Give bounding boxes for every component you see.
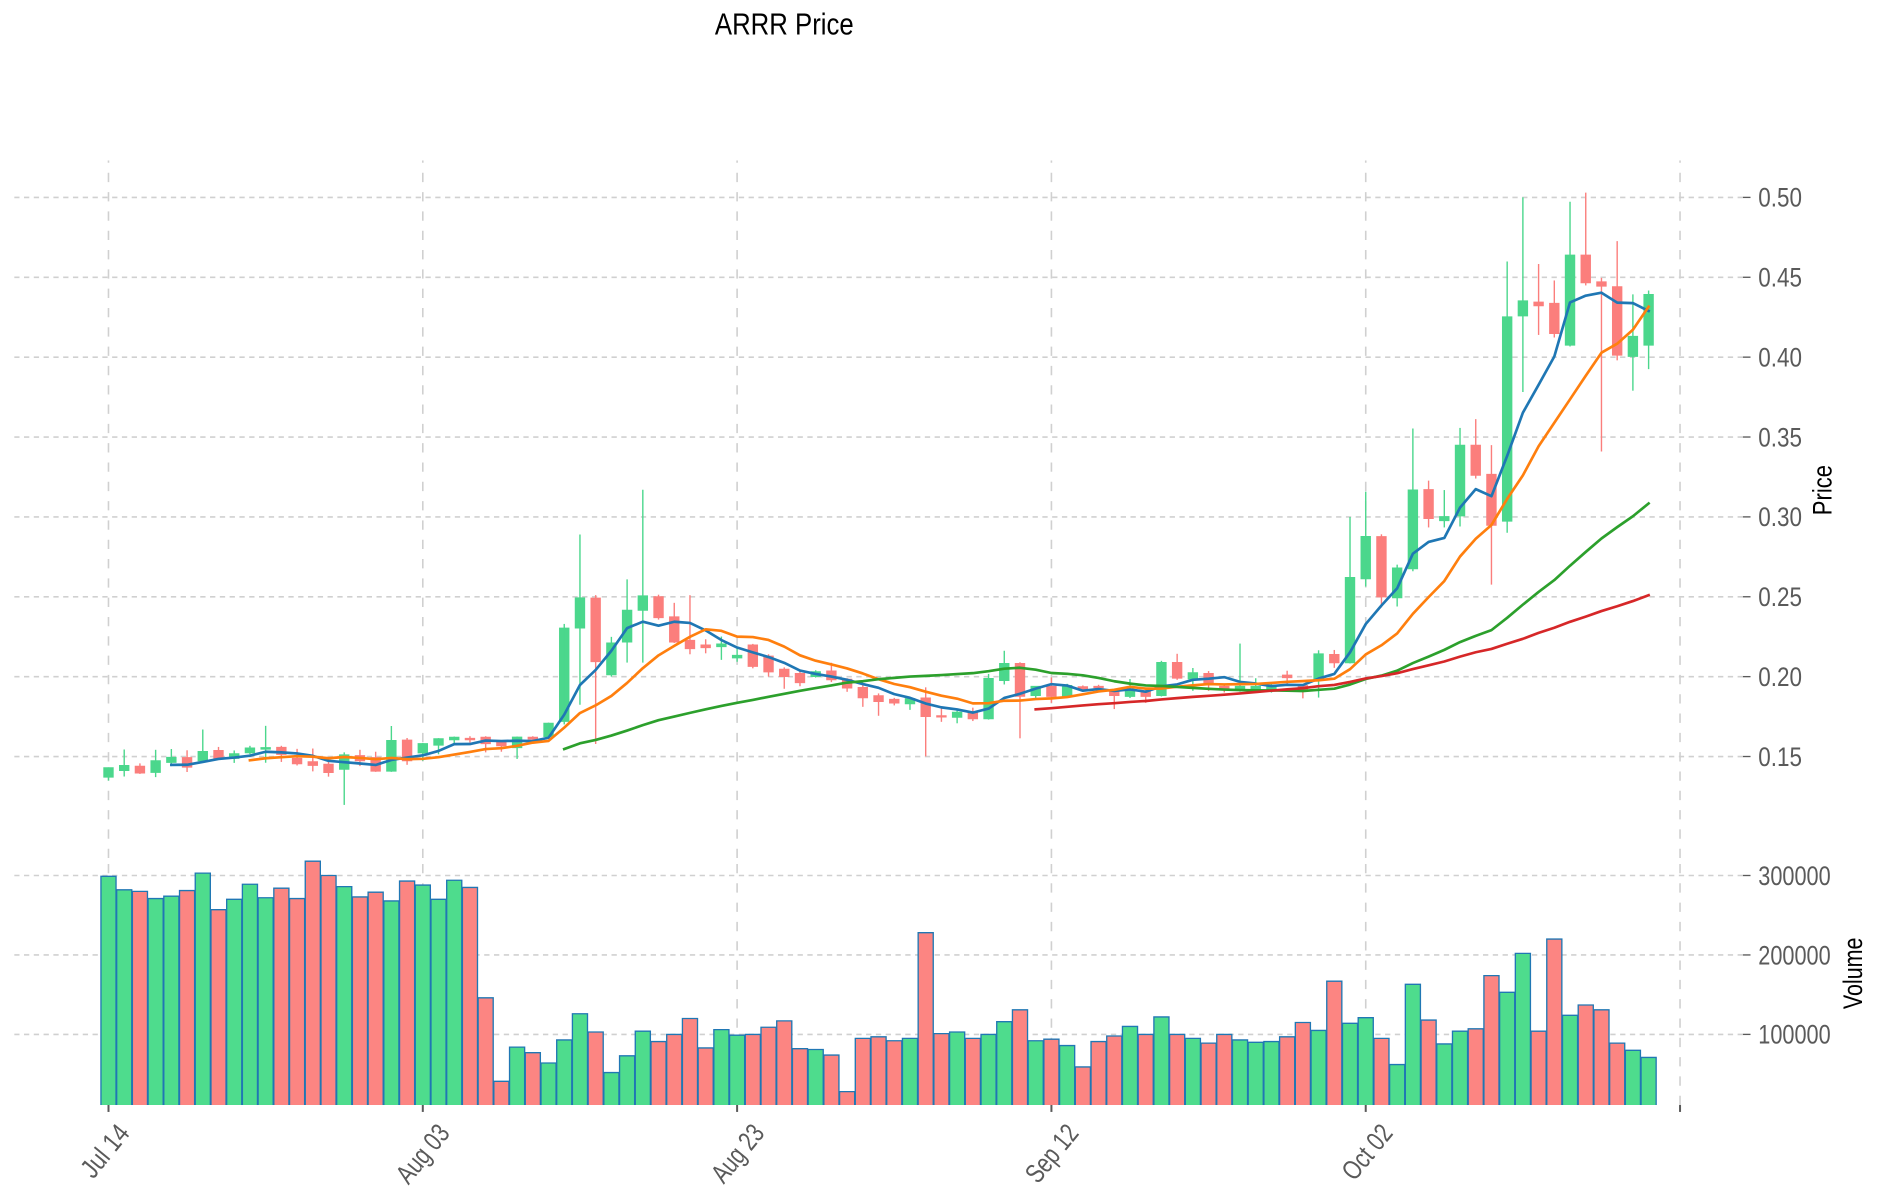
svg-text:Volume: Volume — [1837, 938, 1868, 1010]
svg-text:200000: 200000 — [1758, 940, 1830, 971]
svg-text:300000: 300000 — [1758, 860, 1830, 891]
svg-text:0.50: 0.50 — [1758, 182, 1802, 213]
svg-text:0.45: 0.45 — [1758, 262, 1802, 293]
svg-text:Price: Price — [1806, 465, 1837, 515]
svg-text:0.15: 0.15 — [1758, 741, 1802, 772]
svg-text:0.20: 0.20 — [1758, 661, 1802, 692]
svg-text:100000: 100000 — [1758, 1019, 1830, 1050]
svg-text:0.40: 0.40 — [1758, 342, 1802, 373]
svg-text:0.30: 0.30 — [1758, 501, 1802, 532]
svg-text:0.35: 0.35 — [1758, 421, 1802, 452]
svg-text:ARRR Price: ARRR Price — [715, 7, 854, 42]
svg-text:0.25: 0.25 — [1758, 581, 1802, 612]
